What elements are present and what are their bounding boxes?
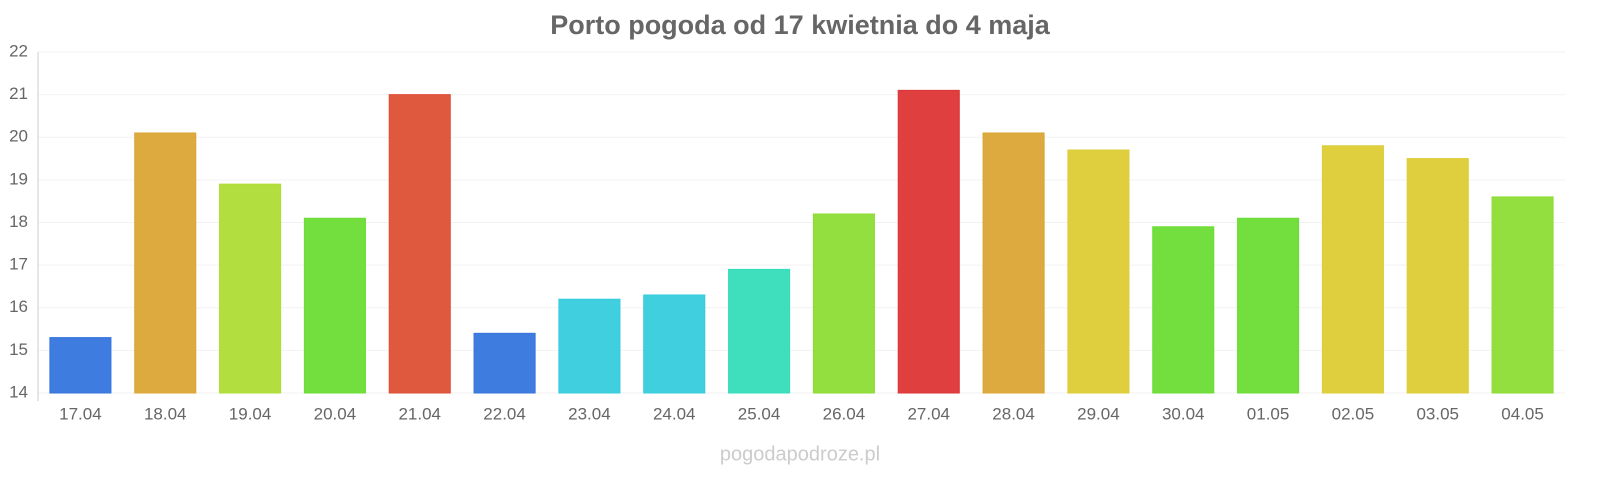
- bar: [1237, 217, 1300, 394]
- y-tick-label: 22: [9, 41, 28, 60]
- y-tick-label: 15: [9, 340, 28, 359]
- x-tick-label: 24.04: [653, 404, 696, 423]
- bar: [219, 183, 282, 394]
- y-tick-label: 14: [9, 382, 28, 401]
- bar: [49, 337, 112, 394]
- bar: [728, 268, 791, 394]
- bar: [1321, 145, 1384, 394]
- x-tick-label: 26.04: [823, 404, 866, 423]
- bar: [558, 298, 621, 394]
- bar: [303, 217, 366, 394]
- bar: [1491, 196, 1554, 394]
- x-tick-label: 28.04: [992, 404, 1035, 423]
- bar: [1152, 226, 1215, 394]
- x-tick-label: 04.05: [1501, 404, 1544, 423]
- x-tick-label: 22.04: [483, 404, 526, 423]
- x-tick-label: 23.04: [568, 404, 611, 423]
- x-tick-label: 25.04: [738, 404, 781, 423]
- x-tick-label: 02.05: [1332, 404, 1375, 423]
- bar: [982, 132, 1045, 394]
- y-tick-label: 17: [9, 255, 28, 274]
- bar: [812, 213, 875, 394]
- bar: [1067, 149, 1130, 394]
- y-tick-label: 18: [9, 212, 28, 231]
- bar: [473, 332, 536, 394]
- x-tick-label: 03.05: [1416, 404, 1459, 423]
- y-tick-label: 16: [9, 297, 28, 316]
- bar: [643, 294, 706, 394]
- y-tick-label: 20: [9, 127, 28, 146]
- x-tick-label: 20.04: [314, 404, 357, 423]
- bar: [134, 132, 197, 394]
- x-tick-label: 27.04: [907, 404, 950, 423]
- source: pogodapodroze.pl: [720, 443, 880, 465]
- x-tick-label: 21.04: [398, 404, 441, 423]
- x-tick-label: 29.04: [1077, 404, 1120, 423]
- x-tick-label: 17.04: [59, 404, 102, 423]
- y-tick-label: 21: [9, 84, 28, 103]
- bar: [897, 89, 960, 394]
- x-tick-label: 01.05: [1247, 404, 1290, 423]
- bar: [388, 94, 451, 394]
- x-tick-label: 19.04: [229, 404, 272, 423]
- bar: [1406, 158, 1469, 394]
- chart-title: Porto pogoda od 17 kwietnia do 4 maja: [550, 10, 1051, 40]
- x-tick-label: 18.04: [144, 404, 187, 423]
- x-tick-label: 30.04: [1162, 404, 1205, 423]
- y-tick-label: 19: [9, 169, 28, 188]
